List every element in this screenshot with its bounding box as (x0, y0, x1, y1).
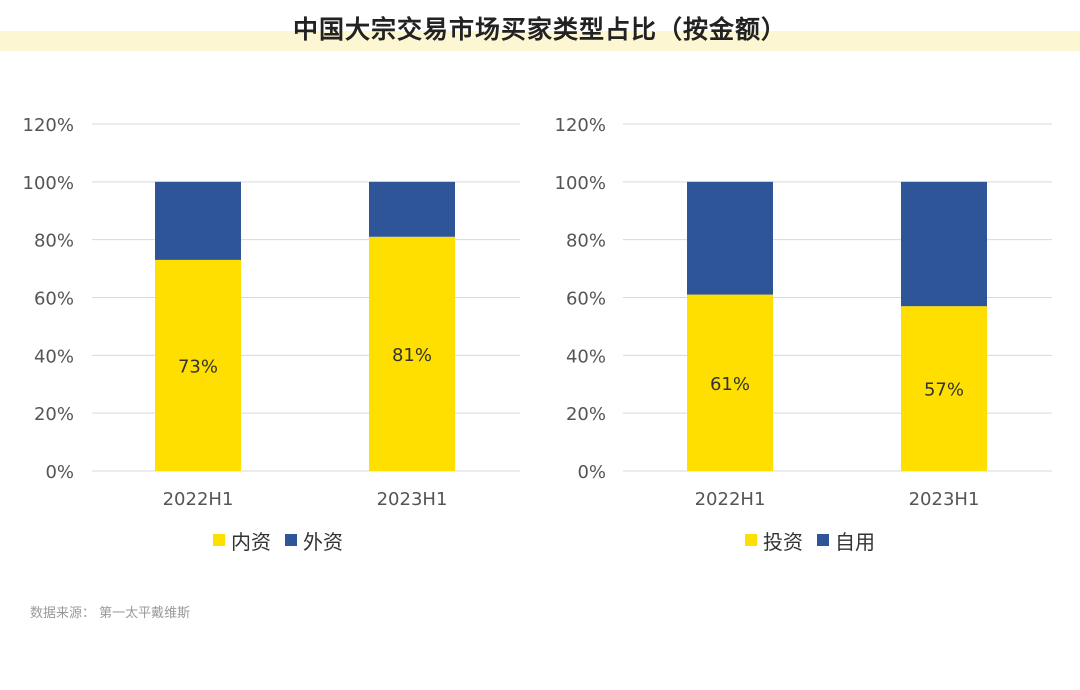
y-tick-label: 100% (23, 173, 74, 194)
data-label: 57% (924, 380, 964, 401)
y-tick-label: 80% (34, 231, 74, 252)
bar-segment (369, 181, 455, 237)
legend-label-domestic: 内资 (231, 529, 271, 554)
y-tick-label: 20% (566, 404, 606, 425)
legend-item-foreign: 外资 (285, 526, 343, 555)
legend-label-investment: 投资 (763, 529, 803, 554)
x-tick-label: 2022H1 (163, 489, 234, 510)
chart-title: 中国大宗交易市场买家类型占比（按金额） (292, 15, 787, 44)
legend-item-domestic: 内资 (213, 526, 271, 555)
data-label: 81% (392, 345, 432, 366)
bar-segment (155, 181, 241, 260)
bar-segment (369, 236, 455, 471)
y-tick-label: 100% (555, 173, 606, 194)
legend-left: 内资 外资 (213, 526, 343, 555)
legend-swatch-owner-use (817, 534, 829, 546)
source-note: 数据来源： 第一太平戴维斯 (30, 606, 191, 621)
y-tick-label: 20% (34, 404, 74, 425)
bar-segment (687, 294, 773, 471)
legend-swatch-domestic (213, 534, 225, 546)
y-tick-label: 120% (555, 115, 606, 136)
data-label: 73% (178, 356, 218, 377)
legend-label-foreign: 外资 (303, 529, 343, 554)
legend-item-owner-use: 自用 (817, 526, 875, 555)
y-tick-label: 60% (34, 289, 74, 310)
y-tick-label: 60% (566, 289, 606, 310)
legend-label-owner-use: 自用 (835, 529, 875, 554)
y-tick-label: 0% (577, 462, 606, 483)
bar-segment (901, 181, 987, 307)
bar-segment (901, 306, 987, 471)
legend-swatch-investment (745, 534, 757, 546)
x-tick-label: 2023H1 (377, 489, 448, 510)
x-tick-label: 2022H1 (695, 489, 766, 510)
y-tick-label: 80% (566, 231, 606, 252)
legend-swatch-foreign (285, 534, 297, 546)
legend-right: 投资 自用 (745, 526, 875, 555)
title-band (0, 31, 1080, 51)
x-tick-label: 2023H1 (909, 489, 980, 510)
legend-item-investment: 投资 (745, 526, 803, 555)
bar-segment (155, 259, 241, 471)
bar-segment (687, 181, 773, 295)
y-tick-label: 40% (34, 346, 74, 367)
y-tick-label: 0% (45, 462, 74, 483)
data-label: 61% (710, 374, 750, 395)
y-tick-label: 120% (23, 115, 74, 136)
y-tick-label: 40% (566, 346, 606, 367)
